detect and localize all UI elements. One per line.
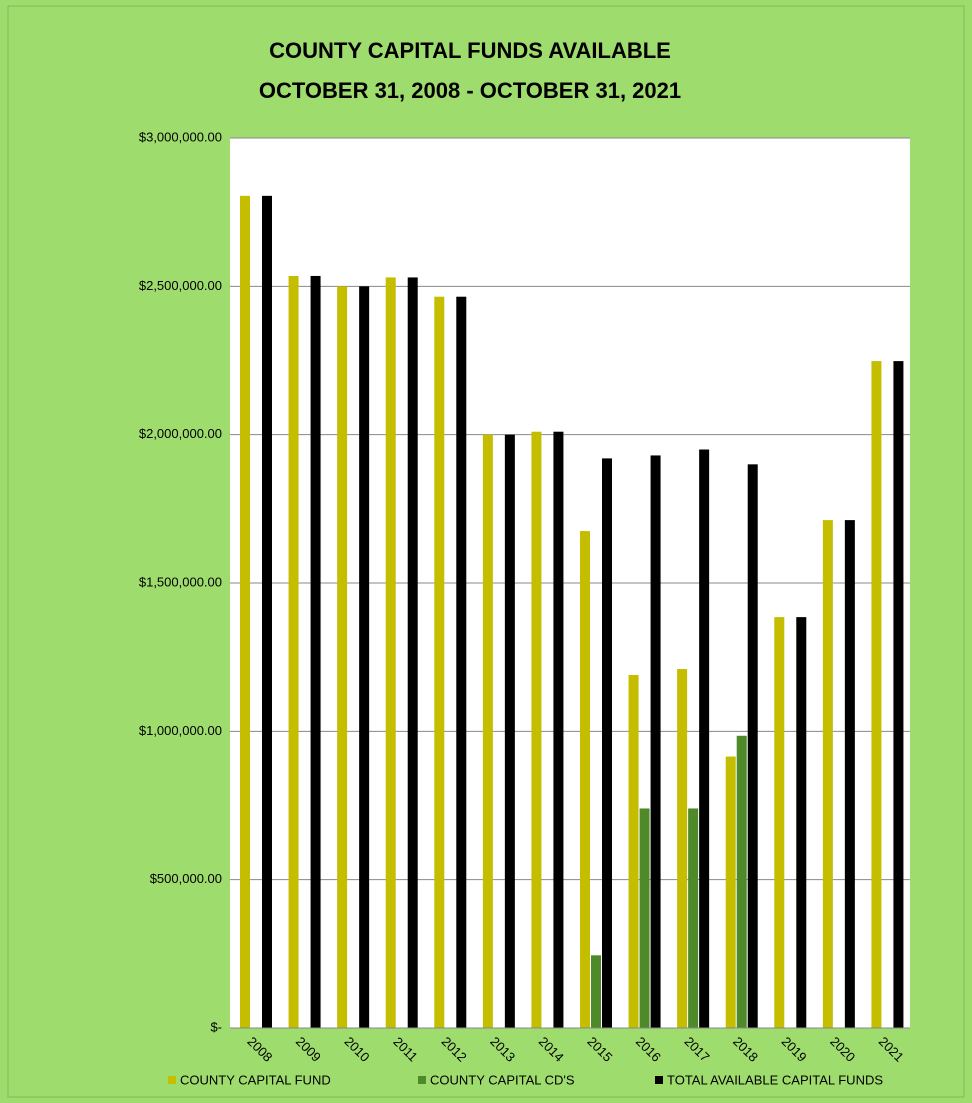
bar <box>359 286 370 1028</box>
bar <box>434 296 445 1028</box>
bar <box>531 431 542 1028</box>
bar <box>725 756 736 1028</box>
bar <box>407 277 418 1028</box>
chart-border <box>7 5 965 1098</box>
chart-title: COUNTY CAPITAL FUNDS AVAILABLE <box>269 38 671 63</box>
legend-label: COUNTY CAPITAL CD'S <box>430 1072 575 1087</box>
bar <box>482 434 493 1029</box>
legend-label: TOTAL AVAILABLE CAPITAL FUNDS <box>667 1072 883 1087</box>
bar <box>774 617 785 1028</box>
bar <box>262 195 272 1029</box>
bar <box>650 455 661 1028</box>
legend-swatch <box>418 1076 426 1084</box>
y-tick-label: $1,000,000.00 <box>139 723 222 738</box>
bar <box>553 431 564 1028</box>
bar <box>639 808 650 1028</box>
bar <box>871 361 882 1028</box>
y-tick-label: $3,000,000.00 <box>139 129 222 144</box>
bar <box>677 669 688 1028</box>
bar <box>288 275 299 1028</box>
bar <box>456 296 467 1028</box>
y-tick-label: $2,000,000.00 <box>139 426 222 441</box>
y-tick-label: $- <box>210 1019 222 1034</box>
bar <box>310 275 321 1028</box>
legend-swatch <box>655 1076 663 1084</box>
bar <box>747 464 758 1028</box>
bar <box>580 531 590 1028</box>
bar <box>602 458 612 1028</box>
bar <box>240 195 250 1029</box>
bar <box>699 449 710 1028</box>
bar <box>628 674 639 1028</box>
y-tick-label: $2,500,000.00 <box>139 278 222 293</box>
y-tick-label: $1,500,000.00 <box>139 574 222 589</box>
legend-swatch <box>168 1076 176 1084</box>
bar <box>822 520 833 1028</box>
bar <box>736 735 747 1028</box>
bar <box>337 286 348 1028</box>
legend-label: COUNTY CAPITAL FUND <box>180 1072 331 1087</box>
y-tick-label: $500,000.00 <box>150 871 222 886</box>
bar <box>688 808 699 1028</box>
bar <box>591 955 601 1028</box>
bar <box>893 361 904 1028</box>
bar <box>385 277 396 1028</box>
bar <box>796 617 807 1028</box>
chart-subtitle: OCTOBER 31, 2008 - OCTOBER 31, 2021 <box>259 78 681 103</box>
bar <box>844 520 855 1028</box>
bar <box>504 434 515 1029</box>
